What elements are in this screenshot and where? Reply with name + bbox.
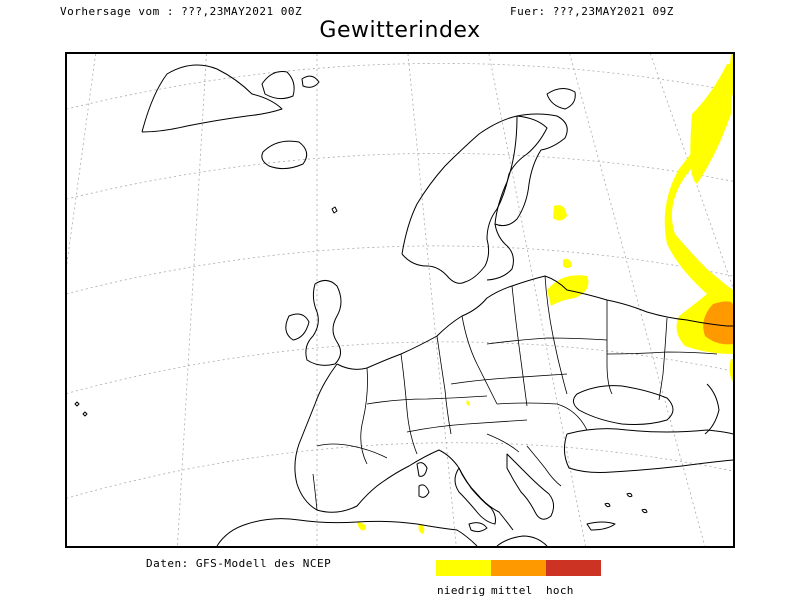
map-frame: [65, 52, 735, 548]
forecast-issued-label: Vorhersage vom : ???,23MAY2021 00Z: [60, 5, 303, 18]
map-title: Gewitterindex: [319, 18, 481, 43]
legend-label-medium: mittel: [491, 584, 533, 597]
legend-label-high: hoch: [546, 584, 574, 597]
storm-index-medium: [703, 301, 733, 345]
legend-label-low: niedrig: [437, 584, 486, 597]
europe-map: [67, 54, 733, 546]
legend-swatch-low: [436, 560, 491, 576]
forecast-valid-label: Fuer: ???,23MAY2021 09Z: [510, 5, 674, 18]
legend-swatch-medium: [491, 560, 546, 576]
coastlines: [74, 64, 733, 546]
country-borders: [312, 275, 718, 511]
graticule: [67, 54, 733, 546]
storm-index-low: [357, 54, 733, 534]
legend-swatch-high: [546, 560, 601, 576]
legend-color-bar: [436, 560, 601, 576]
data-source-label: Daten: GFS-Modell des NCEP: [146, 557, 332, 570]
